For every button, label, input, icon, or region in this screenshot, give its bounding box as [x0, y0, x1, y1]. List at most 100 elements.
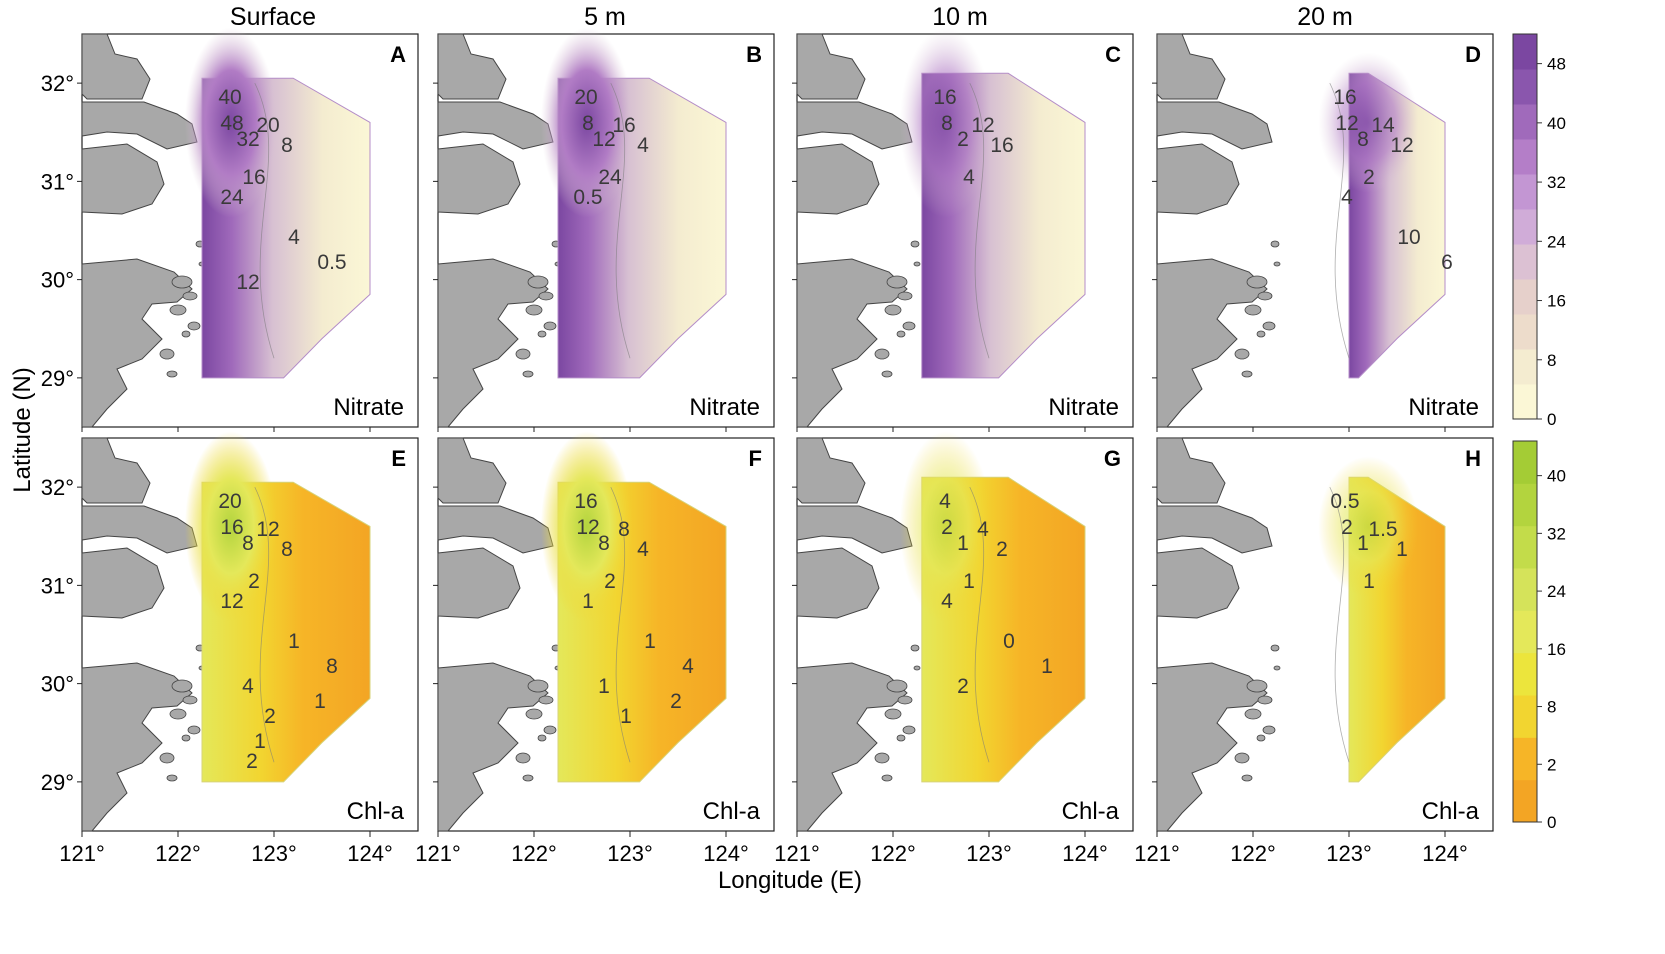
- coastline: [437, 101, 554, 150]
- contour-line: [969, 82, 990, 359]
- land: [796, 437, 921, 832]
- contour-label: 2: [246, 750, 258, 773]
- contour-label: 20: [256, 114, 279, 137]
- contour-label: 2: [957, 675, 969, 698]
- contour-label: 12: [1335, 112, 1358, 135]
- lon-tick-label: 124°: [703, 841, 749, 866]
- contour-label: 24: [220, 186, 244, 209]
- island: [538, 291, 554, 301]
- coastline: [81, 143, 165, 215]
- contour-label: 2: [1341, 516, 1353, 539]
- contour-line: [1329, 82, 1350, 359]
- lat-tick-label: 30°: [41, 672, 74, 697]
- contour-label: 2: [957, 128, 969, 151]
- column-title-4: 20 m: [1297, 3, 1353, 31]
- lat-tick-label: 30°: [41, 268, 74, 293]
- island: [886, 679, 908, 693]
- land: [81, 33, 206, 428]
- contour-label: 8: [242, 532, 254, 555]
- island: [522, 774, 534, 782]
- colorbar-swatch: [1513, 174, 1537, 210]
- contour-label: 1: [598, 675, 610, 698]
- island: [902, 321, 916, 331]
- colorbar-tick-label: 40: [1547, 467, 1566, 486]
- land: [437, 437, 562, 832]
- latitude-ticks: 29° 30° 31° 32° 29° 30° 31° 32°: [41, 71, 1157, 795]
- contour-label: 10: [1397, 226, 1420, 249]
- lon-tick-label: 122°: [511, 841, 557, 866]
- colorbar-swatch: [1513, 525, 1537, 569]
- lon-tick-label: 123°: [607, 841, 653, 866]
- colorbar-swatch: [1513, 209, 1537, 245]
- island: [910, 240, 920, 248]
- contour-core: [184, 27, 277, 218]
- contour-label: 1: [644, 630, 656, 653]
- island: [1270, 240, 1280, 248]
- colorbar-tick-label: 32: [1547, 173, 1566, 192]
- variable-label: Nitrate: [689, 394, 760, 421]
- panel-letter: E: [391, 446, 406, 471]
- colorbar-swatch: [1513, 349, 1537, 385]
- contour-core: [899, 431, 992, 622]
- colorbar-tick-label: 24: [1547, 232, 1566, 251]
- contour-label: 32: [236, 128, 259, 151]
- variable-label: Chl-a: [347, 798, 405, 825]
- island: [884, 708, 902, 720]
- contour-line: [969, 486, 990, 763]
- panel-letter: A: [390, 42, 406, 67]
- island: [182, 695, 198, 705]
- lon-tick-label: 121°: [415, 841, 461, 866]
- island: [1262, 321, 1276, 331]
- island: [527, 679, 549, 693]
- panel-letter: D: [1465, 42, 1481, 67]
- contour-label: 48: [220, 112, 243, 135]
- lat-tick-label: 29°: [41, 770, 74, 795]
- colorbar-frame: [1512, 33, 1538, 420]
- column-title-3: 10 m: [932, 3, 988, 31]
- variable-label: Chl-a: [1422, 798, 1480, 825]
- coastline: [81, 437, 151, 504]
- contour-line: [254, 486, 275, 763]
- colorbar-swatch: [1513, 610, 1537, 654]
- contour-label: 1.5: [1368, 518, 1397, 541]
- island: [166, 774, 178, 782]
- contour-label: 4: [637, 538, 649, 561]
- contour-label: 8: [281, 538, 293, 561]
- coastline: [81, 547, 165, 619]
- colorbar-tick-label: 8: [1547, 351, 1556, 370]
- contour-label: 16: [612, 114, 635, 137]
- contour-label: 16: [933, 86, 956, 109]
- island: [913, 665, 921, 671]
- island: [538, 695, 554, 705]
- island: [884, 304, 902, 316]
- contour-label: 8: [1357, 128, 1369, 151]
- colorbar-frame: [1512, 440, 1538, 823]
- contour-label: 4: [1341, 186, 1353, 209]
- colorbar-swatch: [1513, 244, 1537, 280]
- panel-letter: G: [1104, 446, 1121, 471]
- lon-tick-label: 122°: [155, 841, 201, 866]
- contour-label: 12: [236, 271, 259, 294]
- coastline: [437, 33, 507, 100]
- island: [171, 679, 193, 693]
- island: [902, 725, 916, 735]
- contour-label: 20: [218, 490, 241, 513]
- lon-tick-label: 123°: [1326, 841, 1372, 866]
- island: [1244, 304, 1262, 316]
- island: [166, 370, 178, 378]
- coastline: [1156, 33, 1226, 100]
- lat-tick-label: 32°: [41, 71, 74, 96]
- contour-label: 24: [598, 166, 622, 189]
- island: [910, 644, 920, 652]
- lon-tick-label: 124°: [1422, 841, 1468, 866]
- coastline: [437, 143, 521, 215]
- contour-label: 4: [939, 490, 951, 513]
- island: [169, 304, 187, 316]
- island: [1273, 665, 1281, 671]
- colorbar-tick-label: 0: [1547, 813, 1556, 832]
- coastline: [796, 505, 913, 554]
- coastline: [437, 547, 521, 619]
- island: [897, 291, 913, 301]
- colorbar-swatch: [1513, 483, 1537, 527]
